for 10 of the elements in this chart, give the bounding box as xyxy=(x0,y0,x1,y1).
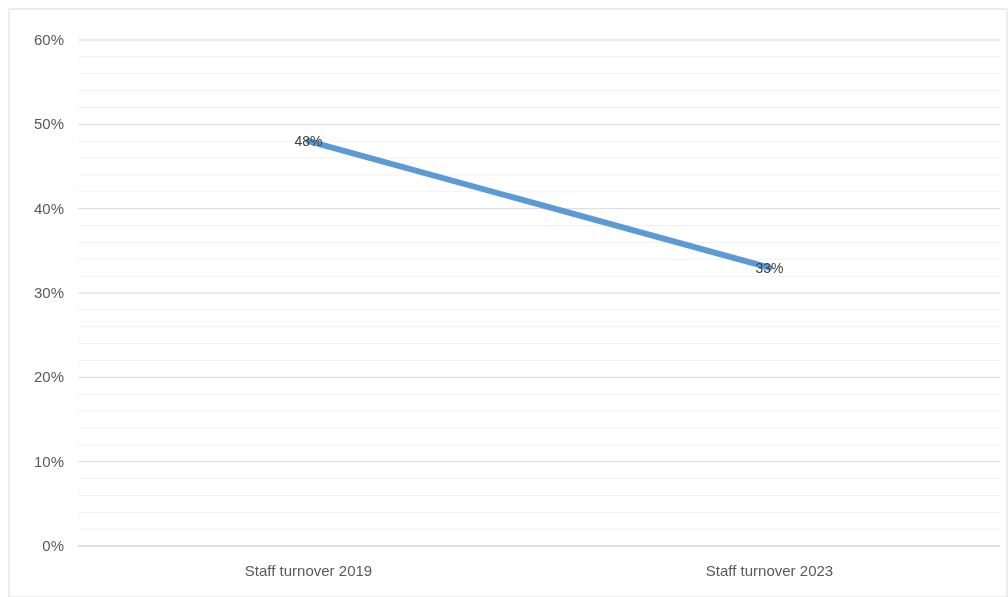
y-tick-label: 0% xyxy=(42,537,64,554)
y-tick-label: 50% xyxy=(33,115,64,133)
y-tick-label: 60% xyxy=(33,31,64,48)
y-tick-label: 20% xyxy=(33,368,64,386)
x-tick-label: Staff turnover 2023 xyxy=(705,562,834,579)
data-label: 33% xyxy=(755,259,784,276)
y-tick-label: 10% xyxy=(33,452,64,470)
y-tick-label: 40% xyxy=(33,199,64,217)
y-tick-label: 30% xyxy=(33,284,64,301)
x-tick-label: Staff turnover 2019 xyxy=(244,562,373,579)
